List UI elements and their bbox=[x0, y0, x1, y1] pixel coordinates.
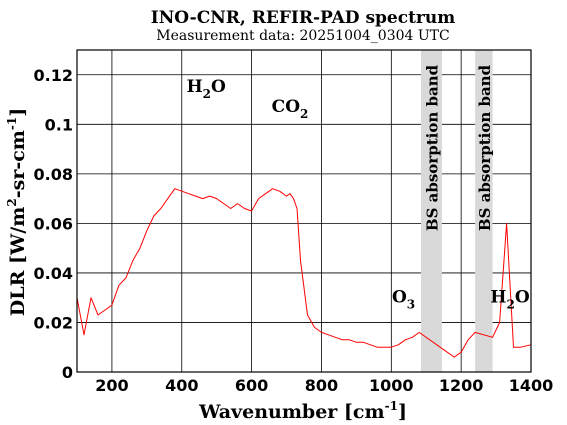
absorption-band bbox=[420, 50, 442, 372]
band-labels: BS absorption band BS absorption band bbox=[423, 64, 493, 231]
spectrum-line bbox=[76, 188, 532, 358]
y-axis-label: DLR [W/m2-sr-cm-1] bbox=[5, 108, 29, 316]
chart-title: INO-CNR, REFIR-PAD spectrum bbox=[151, 8, 455, 28]
x-tick-label: 200 bbox=[95, 376, 128, 395]
absorption-band-label: BS absorption band bbox=[423, 64, 441, 231]
x-tick-label: 1400 bbox=[509, 376, 554, 395]
y-tick-label: 0.08 bbox=[34, 165, 73, 184]
y-tick-label: 0.06 bbox=[34, 214, 73, 233]
plot-area bbox=[76, 188, 532, 358]
absorption-band bbox=[475, 50, 493, 372]
x-tick-label: 800 bbox=[305, 376, 338, 395]
plot-frame bbox=[76, 49, 532, 373]
annotation-label: H2O bbox=[187, 77, 226, 101]
x-tick-label: 1000 bbox=[369, 376, 414, 395]
axis-ticks: 200 400 600 800 1000 1200 1400 0 0.02 0.04 0.06 0.0… bbox=[34, 66, 554, 395]
x-tick-label: 1200 bbox=[439, 376, 484, 395]
x-tick-label: 400 bbox=[165, 376, 198, 395]
y-tick-label: 0.02 bbox=[34, 313, 73, 332]
absorption-band-label: BS absorption band bbox=[476, 64, 494, 231]
x-axis-label: Wavenumber [cm-1] bbox=[198, 399, 407, 423]
absorption-bands bbox=[420, 50, 493, 372]
chart-subtitle: Measurement data: 20251004_0304 UTC bbox=[156, 28, 449, 44]
annotation-label: O3 bbox=[392, 288, 415, 312]
y-tick-label: 0.1 bbox=[45, 115, 73, 134]
annotation-label: H2O bbox=[490, 288, 529, 312]
annotation-label: CO2 bbox=[272, 97, 309, 121]
x-tick-label: 600 bbox=[235, 376, 268, 395]
grid-lines bbox=[77, 50, 532, 373]
y-tick-label: 0.04 bbox=[34, 264, 73, 283]
y-tick-label: 0.12 bbox=[34, 66, 73, 85]
annotations: H2O CO2 O3 H2O bbox=[187, 77, 530, 312]
y-tick-label: 0 bbox=[62, 363, 73, 382]
